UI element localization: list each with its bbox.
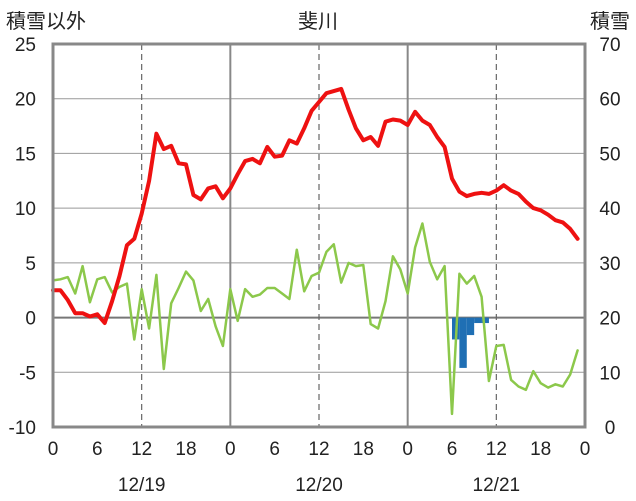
- right-tick-label: 20: [599, 309, 620, 330]
- x-tick-label: 6: [447, 439, 458, 460]
- precip-bar-1: [459, 317, 467, 368]
- x-tick-label: 18: [175, 439, 196, 460]
- right-axis-ticks: 0 10 20 30 40 50 60 70: [599, 35, 620, 439]
- x-tick-label: 12: [486, 439, 507, 460]
- left-tick-label: 10: [15, 199, 36, 220]
- x-tick-label: 0: [225, 439, 236, 460]
- precip-bar-4: [481, 317, 489, 324]
- left-axis-ticks: -10 -5 0 5 10 15 20 25: [9, 35, 36, 439]
- grid-layer: [53, 44, 585, 427]
- left-tick-label: 0: [25, 309, 36, 330]
- x-tick-label: 0: [402, 439, 413, 460]
- right-tick-label: 60: [599, 90, 620, 111]
- left-tick-label: 20: [15, 90, 36, 111]
- x-tick-label: 6: [269, 439, 280, 460]
- left-tick-label: 5: [25, 254, 36, 275]
- date-label: 12/20: [295, 475, 343, 496]
- date-labels: 12/19 12/20 12/21: [118, 475, 520, 496]
- right-tick-label: 50: [599, 144, 620, 165]
- chart-title: 斐川: [298, 10, 338, 33]
- right-tick-label: 10: [599, 363, 620, 384]
- date-label: 12/21: [473, 475, 521, 496]
- left-tick-label: 15: [15, 144, 36, 165]
- precip-bar-3: [474, 317, 482, 324]
- x-tick-label: 6: [92, 439, 103, 460]
- right-tick-label: 40: [599, 199, 620, 220]
- plot-frame: [51, 42, 587, 429]
- left-axis-label: 積雪以外: [6, 10, 86, 33]
- left-tick-label: -10: [9, 418, 36, 439]
- right-axis-label: 積雪: [590, 10, 630, 33]
- x-tick-label: 0: [48, 439, 59, 460]
- x-tick-label: 0: [580, 439, 591, 460]
- date-label: 12/19: [118, 475, 166, 496]
- x-tick-label: 12: [308, 439, 329, 460]
- right-tick-label: 70: [599, 35, 620, 56]
- x-tick-label: 18: [530, 439, 551, 460]
- right-tick-label: 0: [605, 418, 616, 439]
- precip-bar-2: [466, 317, 475, 336]
- left-tick-label: 25: [15, 35, 36, 56]
- temperature-line: [51, 86, 580, 325]
- wind-line: [51, 222, 579, 416]
- x-tick-label: 12: [131, 439, 152, 460]
- right-tick-label: 30: [599, 254, 620, 275]
- left-tick-label: -5: [19, 363, 36, 384]
- x-tick-label: 18: [353, 439, 374, 460]
- x-axis-ticks: 0 6 12 18 0 6 12 18 0 6 12 18 0: [48, 439, 591, 460]
